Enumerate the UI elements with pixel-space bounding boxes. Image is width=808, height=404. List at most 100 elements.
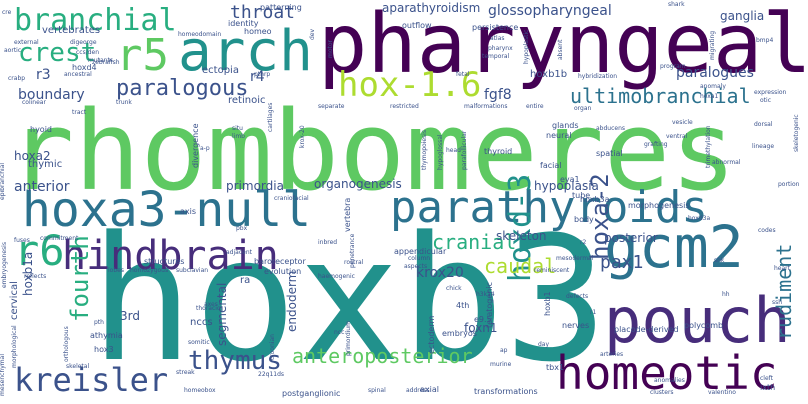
word: motor: [327, 39, 334, 58]
word: migrating: [709, 30, 716, 60]
word: fgf8: [484, 87, 512, 103]
word: cervical: [9, 281, 20, 320]
word: paralogues: [676, 65, 754, 81]
word: reminiscent: [534, 267, 570, 274]
word: dorsal: [754, 121, 773, 128]
word: spinal: [368, 387, 386, 394]
word: mesenchymal: [0, 354, 6, 396]
word: homeotic: [556, 346, 778, 400]
word: spatial: [596, 149, 623, 158]
word: krox20: [416, 265, 464, 281]
word: r1: [590, 309, 597, 316]
word: shk: [714, 257, 725, 264]
word: foxn1: [464, 321, 498, 335]
word: cleft: [760, 375, 774, 382]
word: skeleton: [496, 229, 547, 243]
word: r4: [250, 69, 265, 85]
word: fourth: [66, 235, 94, 322]
word: rudiment: [772, 243, 796, 340]
word: crabp: [8, 75, 26, 82]
word: anteroposterior: [292, 344, 473, 368]
word: parathyroids: [390, 182, 708, 233]
word: tract: [72, 109, 87, 116]
word: rostral: [344, 259, 364, 266]
word: retinoic: [228, 95, 266, 106]
word: krox-20: [299, 125, 306, 148]
word: r5: [116, 30, 169, 81]
word: tbx1: [546, 363, 565, 372]
word: gcm2: [604, 213, 744, 281]
word: posterior: [604, 231, 658, 245]
word: trunk: [116, 99, 132, 106]
word: murine: [490, 361, 512, 368]
word: ccs/den: [76, 49, 100, 56]
word: morphogenesis: [628, 201, 690, 210]
word: thymus: [188, 346, 282, 376]
word: pax1: [600, 252, 644, 273]
word: pharynx: [488, 45, 513, 52]
word: limb: [232, 133, 245, 140]
word: aspects: [404, 263, 428, 270]
word: fuses: [14, 237, 30, 244]
word: inbred: [318, 239, 338, 246]
word: external: [14, 39, 39, 46]
word: hybridization: [578, 73, 618, 80]
word: ixth: [760, 383, 776, 392]
word: a-p: [200, 145, 210, 152]
word: anomaly: [700, 83, 726, 90]
word: ventral: [666, 133, 688, 140]
word: endoderm: [285, 270, 299, 332]
word: embryogenesis: [1, 242, 8, 288]
word: hh: [722, 291, 730, 298]
word: craniofacial: [274, 195, 309, 202]
word: evolution: [264, 267, 302, 276]
word: expression: [754, 89, 787, 96]
word: pbx: [236, 225, 248, 232]
word: mutants: [88, 57, 113, 64]
word: hox3: [94, 345, 114, 354]
word: r3: [36, 67, 51, 83]
word: structures: [144, 257, 185, 266]
word: fetal: [456, 71, 470, 78]
word: program: [660, 63, 686, 70]
word: vertebra: [343, 197, 352, 232]
word: homozygous: [130, 267, 169, 274]
word: grafting: [644, 141, 668, 148]
word: morphological: [11, 325, 18, 368]
word: hypoplastic: [523, 29, 530, 64]
word: ectoderm: [427, 315, 436, 354]
word: paralogous: [116, 76, 249, 101]
word: baroreceptor: [254, 257, 306, 266]
word: ganglia: [720, 9, 765, 23]
word: neural: [546, 131, 572, 140]
word: e9.5: [474, 315, 492, 324]
word: 22q11ds: [258, 371, 285, 378]
word: embryos: [442, 329, 477, 338]
word: h3k14: [476, 291, 495, 298]
word: ssh: [772, 299, 783, 306]
word: transformations: [474, 387, 538, 396]
word: thymic: [28, 159, 63, 170]
word: mesodermal: [556, 255, 594, 262]
word: nccs: [190, 317, 213, 328]
word: divergence: [191, 123, 200, 169]
word: homeo: [244, 27, 272, 36]
word: facial: [540, 161, 562, 170]
word: postganglionic: [282, 389, 341, 398]
word: abnormal: [712, 159, 741, 166]
word: somitic: [188, 339, 210, 346]
word: hoxb1b: [530, 69, 568, 80]
word: reflects: [24, 273, 47, 280]
word: croonian: [269, 334, 276, 360]
word: thoracic: [196, 305, 221, 312]
word: axis: [180, 207, 197, 216]
word: nerves: [562, 321, 590, 330]
word: 4th: [456, 301, 470, 310]
word: r6: [14, 226, 65, 275]
word: appendicular: [394, 247, 447, 256]
word: hoxa1: [700, 93, 719, 100]
word: separate: [318, 103, 345, 110]
word: identity: [228, 19, 259, 28]
word: malformations: [464, 103, 508, 110]
